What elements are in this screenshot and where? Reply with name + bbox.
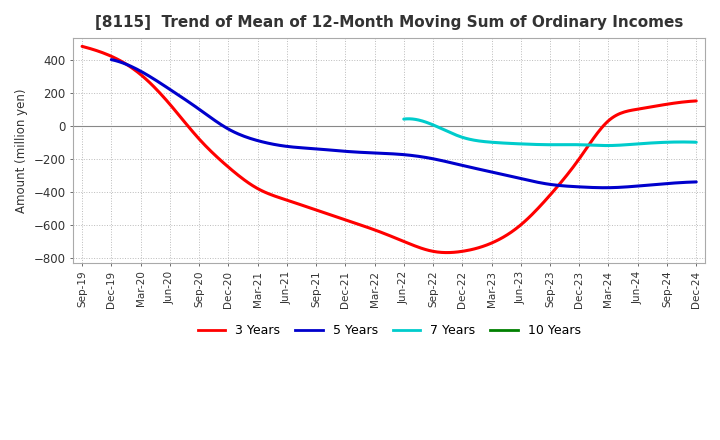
3 Years (456, 249, 464, 254)
Legend: 3 Years, 5 Years, 7 Years, 10 Years: 3 Years, 5 Years, 7 Years, 10 Years (192, 319, 586, 342)
7 Years (580, 142, 588, 147)
3 Years (636, 106, 645, 111)
3 Years (446, 250, 454, 255)
3 Years (80, 44, 89, 50)
5 Years (465, 165, 474, 170)
Line: 3 Years: 3 Years (82, 46, 696, 253)
Line: 7 Years: 7 Years (404, 119, 696, 146)
7 Years (575, 142, 583, 147)
7 Years (648, 140, 657, 146)
7 Years (400, 117, 408, 122)
5 Years (109, 57, 117, 62)
7 Years (574, 142, 582, 147)
5 Years (107, 57, 116, 62)
Title: [8115]  Trend of Mean of 12-Month Moving Sum of Ordinary Incomes: [8115] Trend of Mean of 12-Month Moving … (95, 15, 683, 30)
5 Years (692, 179, 701, 184)
Y-axis label: Amount (million yen): Amount (million yen) (15, 88, 28, 213)
Line: 5 Years: 5 Years (112, 59, 696, 188)
7 Years (405, 116, 413, 121)
3 Years (78, 44, 86, 49)
3 Years (441, 250, 450, 255)
7 Years (400, 116, 409, 121)
3 Years (444, 250, 452, 255)
5 Years (454, 161, 462, 167)
3 Years (692, 98, 701, 103)
7 Years (603, 143, 611, 148)
3 Years (598, 125, 606, 130)
5 Years (455, 162, 464, 167)
7 Years (667, 139, 675, 145)
7 Years (692, 139, 701, 145)
5 Years (600, 185, 608, 191)
5 Years (639, 183, 648, 188)
5 Years (602, 185, 611, 191)
